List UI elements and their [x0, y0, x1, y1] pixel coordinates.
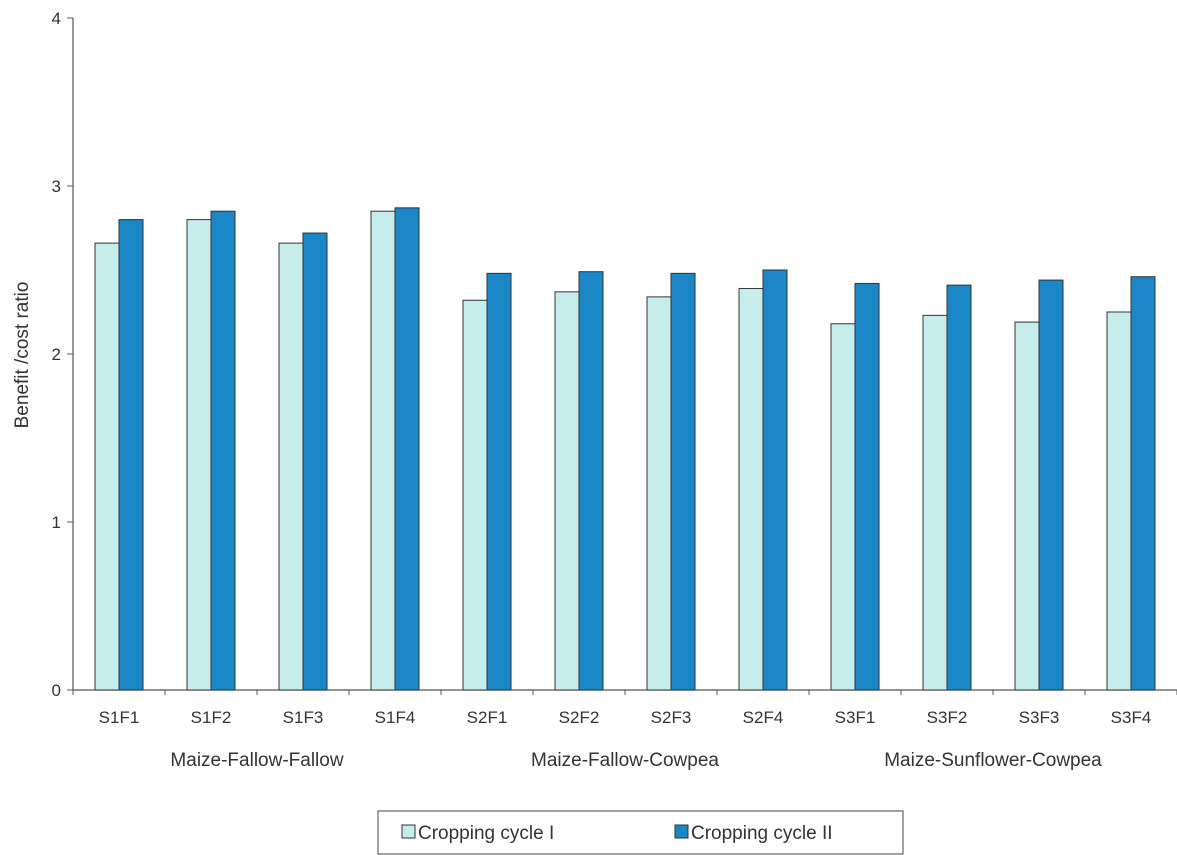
x-tick-label: S3F3: [1019, 708, 1060, 727]
y-tick-label: 3: [52, 177, 61, 196]
x-tick-label: S1F1: [99, 708, 140, 727]
x-tick-label: S2F3: [651, 708, 692, 727]
legend-swatch-cycle-1: [401, 824, 416, 839]
bar-s2f3-series-1: [646, 296, 672, 691]
bar-s1f3-series-1: [278, 242, 304, 691]
x-tick-label: S1F3: [283, 708, 324, 727]
bar-s3f4-series-2: [1130, 276, 1156, 691]
bar-s2f1-series-2: [486, 272, 512, 691]
y-tick-label: 4: [52, 9, 61, 28]
bar-s3f3-series-2: [1038, 279, 1064, 691]
bar-s1f1-series-1: [94, 242, 120, 691]
axes: 0 1 2 3 4: [52, 9, 1177, 700]
x-tick-label: S1F4: [375, 708, 416, 727]
legend-box: [377, 810, 904, 855]
x-axis-labels: S1F1 S1F2 S1F3 S1F4 S2F1 S2F2 S2F3 S2F4 S3F1 S3F2…: [99, 708, 1152, 727]
bar-s1f4-series-2: [394, 207, 420, 691]
bar-s1f1-series-2: [118, 219, 144, 691]
legend-swatch-cycle-2: [674, 824, 689, 839]
bar-s2f2-series-1: [554, 291, 580, 691]
bars: [94, 207, 1156, 691]
group-labels: Maize-Fallow-Fallow Maize-Fallow-Cowpea Ma…: [170, 750, 1102, 771]
bar-s3f3-series-1: [1014, 321, 1040, 691]
bar-s3f2-series-1: [922, 314, 948, 691]
bar-s2f3-series-2: [670, 272, 696, 691]
group-label: Maize-Fallow-Fallow: [170, 750, 343, 771]
group-label: Maize-Sunflower-Cowpea: [884, 750, 1102, 771]
bar-s2f2-series-2: [578, 271, 604, 691]
x-tick-label: S2F4: [743, 708, 784, 727]
x-tick-label: S3F4: [1111, 708, 1152, 727]
legend: Cropping cycle I Cropping cycle II: [377, 810, 904, 855]
x-tick-label: S3F1: [835, 708, 876, 727]
bar-s3f2-series-2: [946, 284, 972, 691]
y-tick-label: 1: [52, 513, 61, 532]
bar-s3f4-series-1: [1106, 311, 1132, 691]
bar-s3f1-series-1: [830, 323, 856, 691]
x-tick-label: S2F1: [467, 708, 508, 727]
x-tick-label: S2F2: [559, 708, 600, 727]
bar-s1f2-series-2: [210, 210, 236, 691]
bar-s2f1-series-1: [462, 299, 488, 691]
x-tick-label: S1F2: [191, 708, 232, 727]
y-tick-label: 2: [52, 345, 61, 364]
group-label: Maize-Fallow-Cowpea: [531, 750, 719, 771]
x-tick-label: S3F2: [927, 708, 968, 727]
bar-s3f1-series-2: [854, 282, 880, 691]
y-axis-title: Benefit /cost ratio: [12, 282, 33, 429]
bar-s2f4-series-2: [762, 269, 788, 691]
bar-s1f2-series-1: [186, 219, 212, 691]
bar-s2f4-series-1: [738, 287, 764, 691]
y-tick-label: 0: [52, 681, 61, 700]
bar-s1f3-series-2: [302, 232, 328, 691]
bar-s1f4-series-1: [370, 210, 396, 691]
legend-label-cycle-2: Cropping cycle II: [691, 823, 833, 844]
legend-label-cycle-1: Cropping cycle I: [418, 823, 554, 844]
